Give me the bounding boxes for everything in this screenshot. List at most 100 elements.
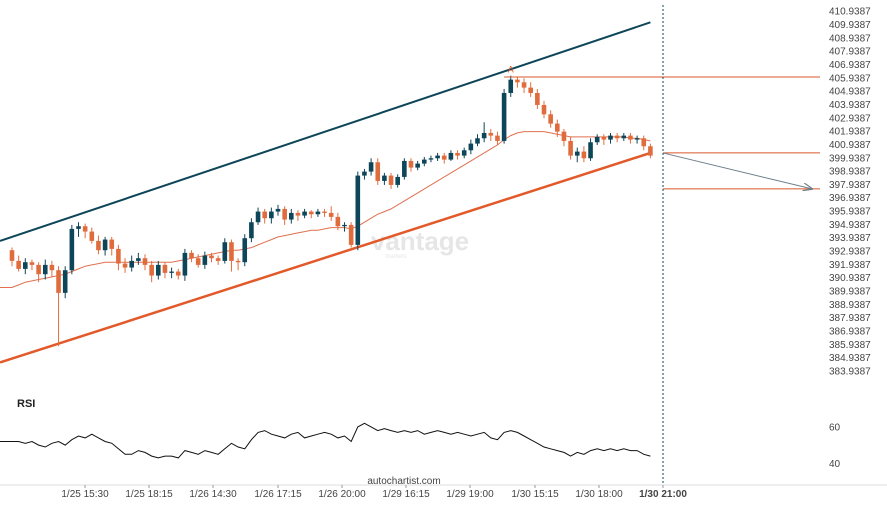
candle-body: [475, 138, 480, 144]
candle-body: [528, 87, 533, 93]
time-axis: 1/25 15:30 1/25 18:15 1/26 14:30 1/26 17:15…: [61, 485, 687, 500]
candle-body: [408, 160, 414, 168]
price-axis: 410.9387 409.9387 408.9387 407.9387 406.9387…: [829, 7, 871, 378]
rsi-line: [0, 422, 651, 459]
candle-body: [342, 224, 347, 227]
candle-body: [322, 211, 327, 213]
price-tick-label: 401.9387: [829, 127, 871, 138]
candle-body: [541, 104, 547, 115]
price-tick-label: 398.9387: [829, 167, 871, 178]
candle-body: [109, 239, 115, 249]
rsi-tick-label: 60: [829, 422, 841, 433]
candle-body: [328, 212, 334, 217]
candle-body: [235, 260, 241, 263]
candle-body: [289, 212, 294, 220]
candle-body: [269, 211, 274, 219]
candle-body: [481, 132, 487, 139]
candle-body: [175, 271, 181, 276]
candle-body: [568, 140, 573, 156]
candle-body: [362, 171, 367, 176]
candle-body: [156, 264, 161, 276]
time-tick-label: 1/29 16:15: [382, 489, 430, 500]
candle-body: [388, 175, 394, 185]
rsi-polyline: [0, 422, 651, 459]
candle-body: [375, 162, 381, 181]
candle-body: [116, 248, 121, 264]
time-tick-label: 1/30 15:15: [511, 489, 559, 500]
candle-body: [608, 135, 613, 140]
candle-body: [634, 138, 640, 140]
candle-body: [69, 228, 75, 271]
candle-body: [448, 152, 454, 160]
candle-body: [428, 158, 434, 160]
candle-body: [641, 138, 647, 147]
candle-body: [601, 136, 607, 140]
price-tick-label: 405.9387: [829, 73, 871, 84]
candle-body: [614, 135, 620, 139]
price-tick-label: 400.9387: [829, 140, 871, 151]
price-tick-label: 385.9387: [829, 340, 871, 351]
time-tick-label: 1/26 17:15: [254, 489, 302, 500]
time-tick-label: 1/29 19:00: [446, 489, 494, 500]
candle-body: [455, 152, 460, 156]
channel-lines: [0, 21, 651, 364]
candle-body: [23, 262, 28, 269]
time-tick-label: 1/25 18:15: [125, 489, 173, 500]
candle-body: [282, 208, 287, 220]
pattern-point-label: A: [508, 65, 514, 75]
candle-body: [402, 160, 407, 177]
price-tick-label: 391.9387: [829, 260, 871, 271]
candle-body: [255, 211, 261, 223]
candle-body: [535, 92, 540, 105]
candle-body: [435, 155, 440, 159]
candle-body: [295, 212, 301, 216]
price-tick-label: 399.9387: [829, 153, 871, 164]
candle-body: [36, 264, 41, 275]
candle-body: [308, 211, 314, 215]
candle-body: [229, 242, 234, 261]
candle-body: [488, 132, 494, 136]
candle-body: [29, 262, 35, 265]
candle-body: [415, 163, 420, 168]
candle-body: [89, 231, 95, 241]
price-tick-label: 383.9387: [829, 366, 871, 377]
price-tick-label: 402.9387: [829, 113, 871, 124]
price-tick-label: 396.9387: [829, 193, 871, 204]
rsi-title: RSI: [17, 398, 35, 410]
candle-body: [149, 264, 154, 276]
candle-body: [348, 224, 354, 245]
candle-body: [9, 250, 15, 261]
candle-body: [648, 146, 653, 156]
candle-body: [16, 260, 21, 269]
candle-body: [621, 135, 627, 139]
candle-body: [96, 240, 101, 251]
price-tick-label: 393.9387: [829, 233, 871, 244]
candle-body: [76, 226, 81, 229]
price-tick-label: 387.9387: [829, 313, 871, 324]
credit-text: autochartist.com: [367, 476, 440, 487]
candle-body: [49, 264, 55, 271]
candle-body: [548, 114, 553, 124]
candle-body: [62, 270, 68, 293]
candle-body: [495, 135, 500, 141]
price-tick-label: 409.9387: [829, 20, 871, 31]
candle-body: [468, 143, 474, 151]
candle-body: [262, 211, 267, 219]
price-tick-label: 397.9387: [829, 180, 871, 191]
price-tick-label: 384.9387: [829, 353, 871, 364]
candle-body: [215, 258, 221, 261]
candle-body: [189, 252, 194, 259]
channel-lower-line: [0, 151, 651, 364]
candle-body: [302, 211, 307, 216]
candle-body: [594, 136, 600, 143]
levels: A: [504, 65, 820, 189]
candle-body: [461, 150, 467, 156]
price-tick-label: 388.9387: [829, 300, 871, 311]
moving-average-line: [0, 131, 651, 288]
candle-body: [195, 258, 201, 265]
candle-body: [628, 135, 633, 140]
candle-body: [508, 79, 514, 93]
price-tick-label: 407.9387: [829, 47, 871, 58]
candle-body: [209, 255, 214, 259]
